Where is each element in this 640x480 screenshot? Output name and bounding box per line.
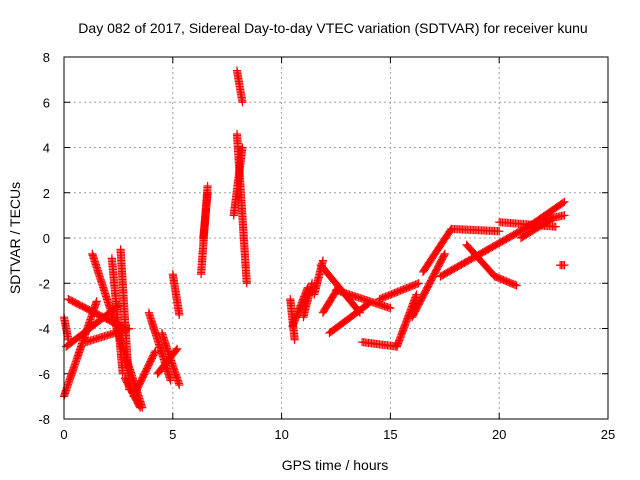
data-point [381,292,390,301]
data-point [166,376,175,385]
data-point [560,261,569,270]
data-points [59,66,569,412]
data-point [396,286,405,295]
data-point [355,308,365,317]
data-point [242,279,251,288]
data-point [318,256,328,265]
data-point [560,197,569,206]
data-point [413,279,422,288]
data-point [135,402,144,411]
data-point [408,281,417,290]
data-point [379,293,389,302]
data-point [390,288,399,298]
data-point [354,307,364,316]
chart-title: Day 082 of 2017, Sidereal Day-to-day VTE… [78,20,587,36]
data-point [404,283,413,292]
data-point [395,287,404,296]
data-point [203,181,212,191]
data-point [375,294,384,304]
data-point [125,324,134,333]
data-point [551,222,560,231]
data-point [238,98,247,107]
data-point [384,291,393,300]
data-point [560,211,569,220]
axis-ticks: 0 5 10 15 20 25 -8 -6 -4 -2 0 2 4 6 8 [38,50,615,442]
data-point [411,280,420,289]
y-tick-label: -6 [38,367,50,382]
data-point [385,290,395,299]
data-point [412,290,421,299]
data-point [401,284,410,293]
data-point [439,251,449,260]
data-point [399,285,408,294]
data-point [402,284,411,293]
y-tick-label: 6 [43,95,50,110]
plot-frame [63,56,609,420]
data-point [398,285,407,295]
data-point [386,304,395,313]
data-point [172,346,181,355]
data-point [150,348,159,357]
data-point [173,344,182,353]
data-point [92,297,101,306]
data-point [512,281,521,290]
y-tick-label: -4 [38,322,50,337]
y-tick-label: 8 [43,50,50,65]
data-point [405,282,414,292]
x-tick-label: 5 [169,427,176,442]
data-point [151,347,160,356]
data-point [387,290,396,299]
y-tick-label: 4 [43,141,50,156]
data-point [559,198,568,207]
data-point [290,335,299,344]
data-point [511,280,520,290]
data-point [175,380,184,390]
y-tick-label: -2 [38,276,50,291]
y-tick-label: 2 [43,186,50,201]
x-tick-label: 0 [60,427,67,442]
x-tick-label: 10 [274,427,288,442]
data-point [175,310,184,320]
data-point [414,279,423,288]
data-point [495,227,504,236]
x-tick-label: 15 [383,427,397,442]
y-axis-label: SDTVAR / TECUs [7,182,23,294]
data-point [382,291,392,301]
data-point [388,289,398,298]
x-tick-label: 20 [492,427,506,442]
data-point [238,143,247,152]
data-point [440,249,449,258]
data-point [136,403,145,412]
data-point [393,287,402,296]
data-point [391,288,401,297]
data-point [203,188,212,197]
data-point [378,293,387,302]
data-point [407,282,416,291]
y-tick-label: 0 [43,231,50,246]
data-point [376,294,386,303]
x-tick-label: 25 [601,427,615,442]
x-axis-label: GPS time / hours [282,457,389,473]
data-point [410,280,419,290]
y-tick-label: -8 [38,412,50,427]
